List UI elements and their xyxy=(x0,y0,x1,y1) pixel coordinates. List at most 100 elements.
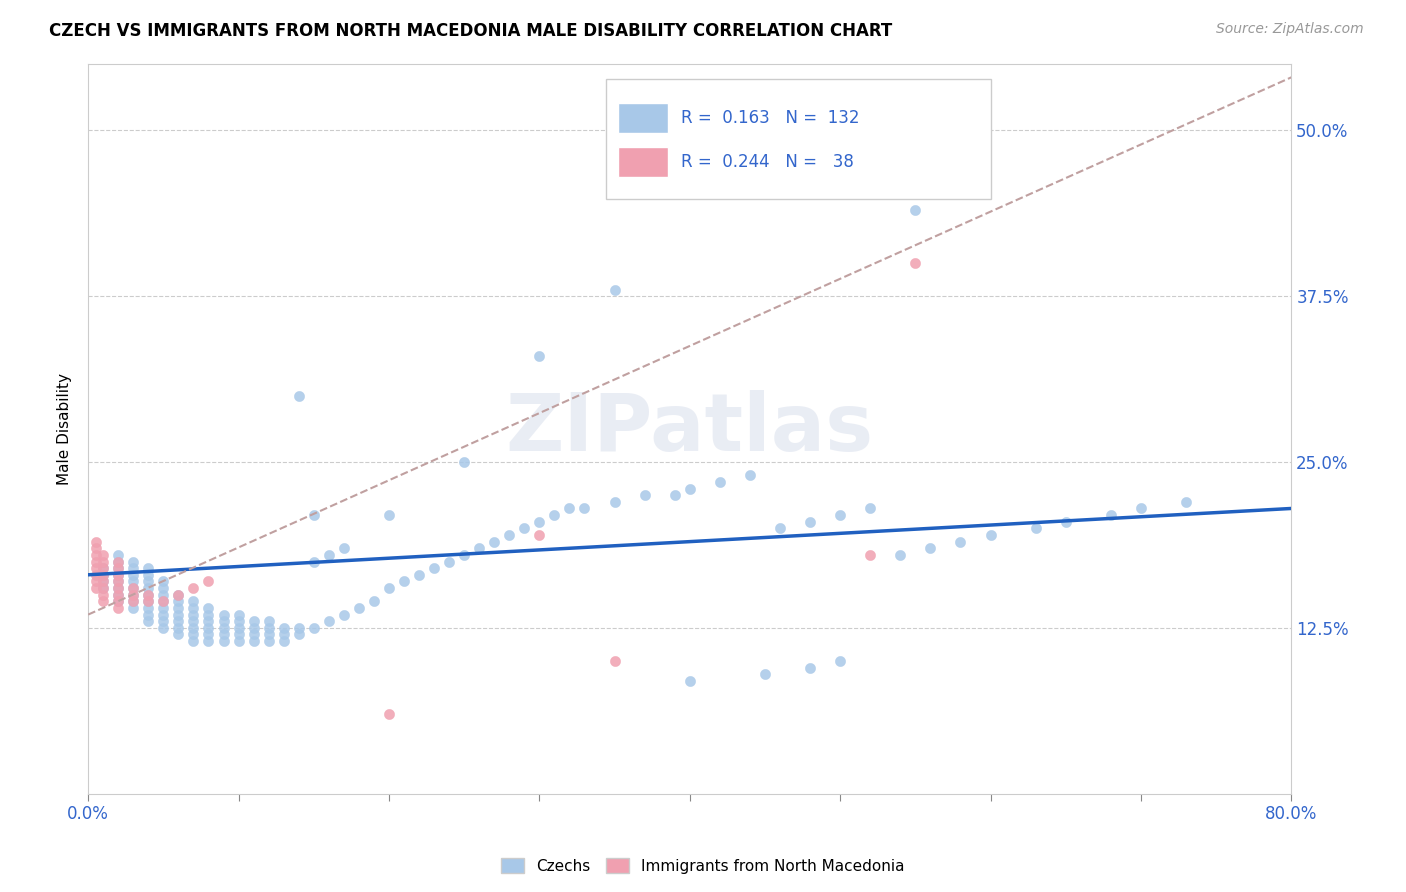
Point xyxy=(603,495,626,509)
Point xyxy=(392,574,415,589)
Point xyxy=(242,614,264,628)
Point xyxy=(183,594,205,608)
Point xyxy=(167,588,190,602)
Point xyxy=(167,588,190,602)
Point xyxy=(136,574,159,589)
Point xyxy=(84,541,107,556)
Point xyxy=(107,574,129,589)
Point xyxy=(830,654,852,668)
Point xyxy=(84,534,107,549)
Point xyxy=(197,607,219,622)
Point xyxy=(453,455,475,469)
Point xyxy=(152,607,174,622)
Point xyxy=(122,561,145,575)
Point xyxy=(183,634,205,648)
Point xyxy=(212,614,235,628)
Point xyxy=(453,548,475,562)
Bar xyxy=(617,103,668,134)
Point xyxy=(769,521,792,535)
Point xyxy=(167,627,190,641)
Point xyxy=(107,588,129,602)
Point xyxy=(107,561,129,575)
Point xyxy=(318,548,340,562)
Point xyxy=(91,567,114,582)
Point xyxy=(136,588,159,602)
Point xyxy=(91,581,114,595)
Point xyxy=(543,508,565,522)
Point xyxy=(183,607,205,622)
Point xyxy=(242,634,264,648)
Point xyxy=(468,541,491,556)
Text: ZIPatlas: ZIPatlas xyxy=(506,390,875,468)
Point xyxy=(152,601,174,615)
Point xyxy=(437,555,460,569)
Point xyxy=(152,581,174,595)
Point xyxy=(183,614,205,628)
Point xyxy=(423,561,446,575)
Point xyxy=(212,621,235,635)
Point xyxy=(107,561,129,575)
Point xyxy=(136,567,159,582)
Point xyxy=(228,614,250,628)
Point xyxy=(920,541,942,556)
Point xyxy=(889,548,911,562)
Point xyxy=(152,621,174,635)
Point xyxy=(122,594,145,608)
Point xyxy=(347,601,370,615)
FancyBboxPatch shape xyxy=(606,78,991,199)
Point xyxy=(84,581,107,595)
Point xyxy=(197,634,219,648)
Point xyxy=(197,601,219,615)
Point xyxy=(799,660,821,674)
Point xyxy=(830,508,852,522)
Point xyxy=(603,654,626,668)
Point xyxy=(363,594,385,608)
Point xyxy=(152,588,174,602)
Point xyxy=(859,548,882,562)
Point xyxy=(91,594,114,608)
Point xyxy=(122,555,145,569)
Text: Source: ZipAtlas.com: Source: ZipAtlas.com xyxy=(1216,22,1364,37)
Point xyxy=(1129,501,1152,516)
Point xyxy=(167,594,190,608)
Point xyxy=(679,673,702,688)
Point xyxy=(212,627,235,641)
Text: R =  0.244   N =   38: R = 0.244 N = 38 xyxy=(682,153,855,171)
Point xyxy=(167,614,190,628)
Point xyxy=(228,607,250,622)
Point xyxy=(107,581,129,595)
Point xyxy=(273,627,295,641)
Point xyxy=(287,389,309,403)
Point xyxy=(84,567,107,582)
Point xyxy=(84,555,107,569)
Point xyxy=(980,528,1002,542)
Point xyxy=(84,574,107,589)
Point xyxy=(152,574,174,589)
Point xyxy=(378,707,401,722)
Point xyxy=(136,601,159,615)
Point xyxy=(167,601,190,615)
Point xyxy=(257,614,280,628)
Point xyxy=(257,621,280,635)
Point xyxy=(84,561,107,575)
Point xyxy=(738,468,761,483)
Point xyxy=(136,607,159,622)
Point xyxy=(1175,495,1198,509)
Point xyxy=(183,601,205,615)
Point xyxy=(513,521,536,535)
Point xyxy=(664,488,686,502)
Point xyxy=(136,594,159,608)
Point xyxy=(122,581,145,595)
Point xyxy=(107,555,129,569)
Point xyxy=(633,488,655,502)
Point xyxy=(484,534,506,549)
Point xyxy=(603,283,626,297)
Point xyxy=(107,594,129,608)
Point xyxy=(197,574,219,589)
Point xyxy=(136,594,159,608)
Point xyxy=(257,627,280,641)
Point xyxy=(709,475,731,489)
Point xyxy=(302,508,325,522)
Point xyxy=(287,627,309,641)
Point xyxy=(122,581,145,595)
